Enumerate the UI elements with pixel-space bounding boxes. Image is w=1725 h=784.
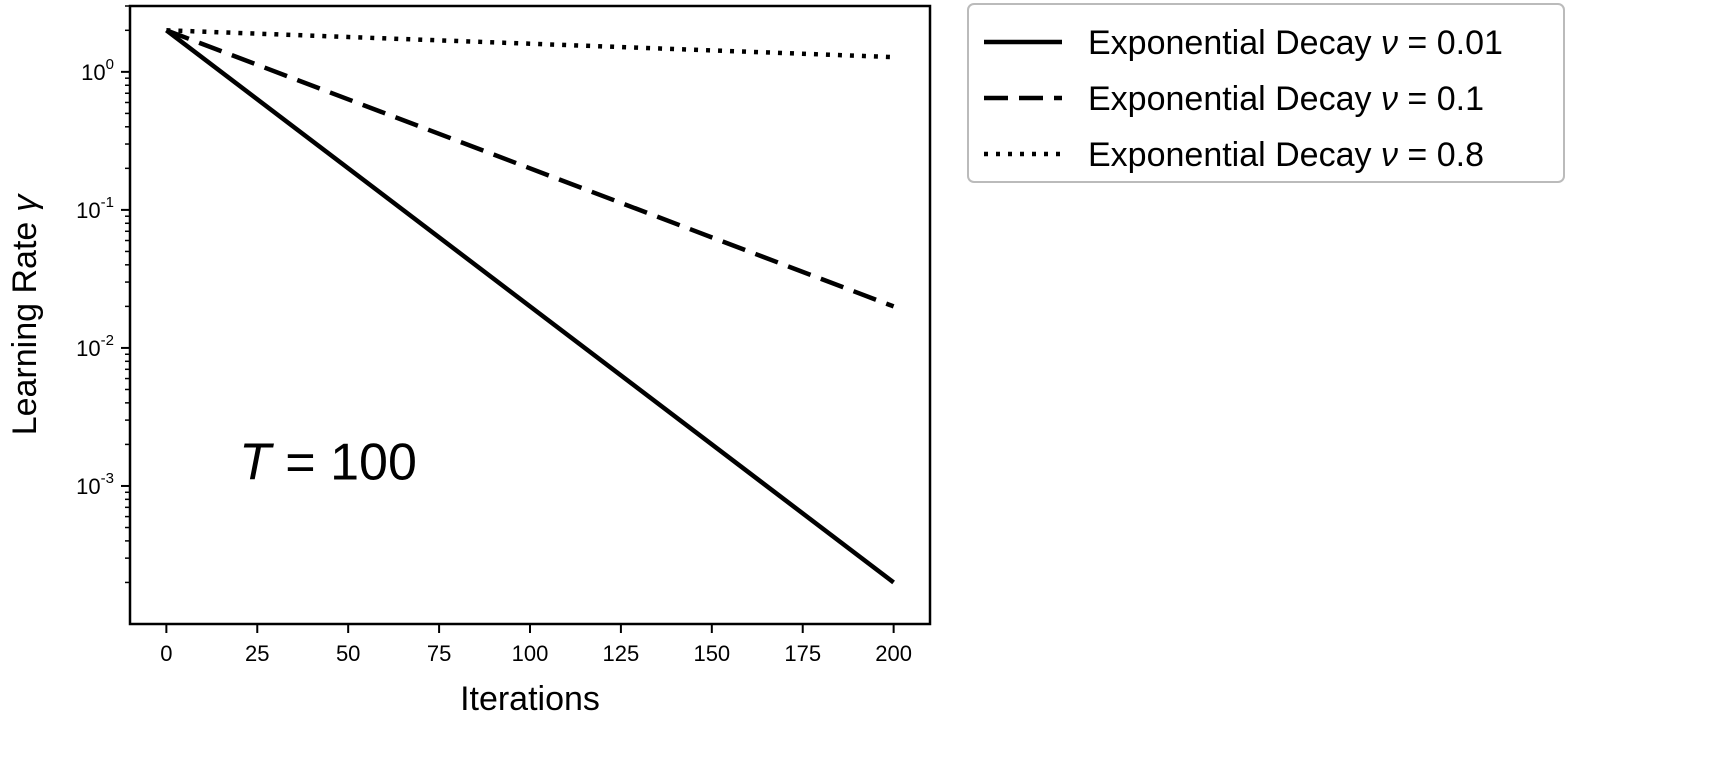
x-tick-label: 175: [784, 641, 821, 666]
legend-entry-label: Exponential Decay ν = 0.1: [1088, 80, 1484, 118]
series-line-solid: [165, 28, 895, 585]
y-axis-label: Learning Rate γ: [6, 193, 44, 436]
x-axis-label: Iterations: [460, 680, 600, 718]
series-line-dotted: [166, 28, 894, 60]
annotation-text: = 100: [271, 434, 417, 492]
legend-entry-label: Exponential Decay ν = 0.8: [1088, 136, 1484, 174]
series-layer: [165, 28, 895, 585]
y-tick-label: 10-1: [76, 194, 114, 223]
x-tick-label: 25: [245, 641, 269, 666]
x-tick-label: 100: [512, 641, 549, 666]
legend-box: [967, 3, 1565, 183]
plot-frame: [128, 4, 932, 626]
y-tick-label: 100: [81, 56, 114, 85]
annotation: T = 100: [239, 434, 417, 492]
x-tick-label: 75: [427, 641, 451, 666]
y-tick-label: 10-3: [76, 470, 114, 499]
y-axis-label-text: Learning Rate: [6, 222, 44, 436]
x-tick-label: 125: [603, 641, 640, 666]
series-line-dashed: [165, 28, 895, 309]
legend-entry-label: Exponential Decay ν = 0.01: [1088, 24, 1503, 62]
legend: Exponential Decay ν = 0.01 Exponential De…: [967, 3, 1565, 183]
y-axis-label-symbol: γ: [6, 193, 44, 212]
x-tick-label: 50: [336, 641, 360, 666]
x-tick-label: 200: [875, 641, 912, 666]
plot-area: [128, 4, 932, 626]
x-tick-label: 0: [160, 641, 172, 666]
x-tick-label: 150: [693, 641, 730, 666]
y-axis-ticks: 100 10-1 10-2 10-3: [76, 5, 130, 584]
annotation-symbol: T: [239, 434, 274, 492]
y-tick-label: 10-2: [76, 332, 114, 361]
x-axis-ticks: 0 25 50 75 100 125 150 175 200: [160, 624, 912, 666]
